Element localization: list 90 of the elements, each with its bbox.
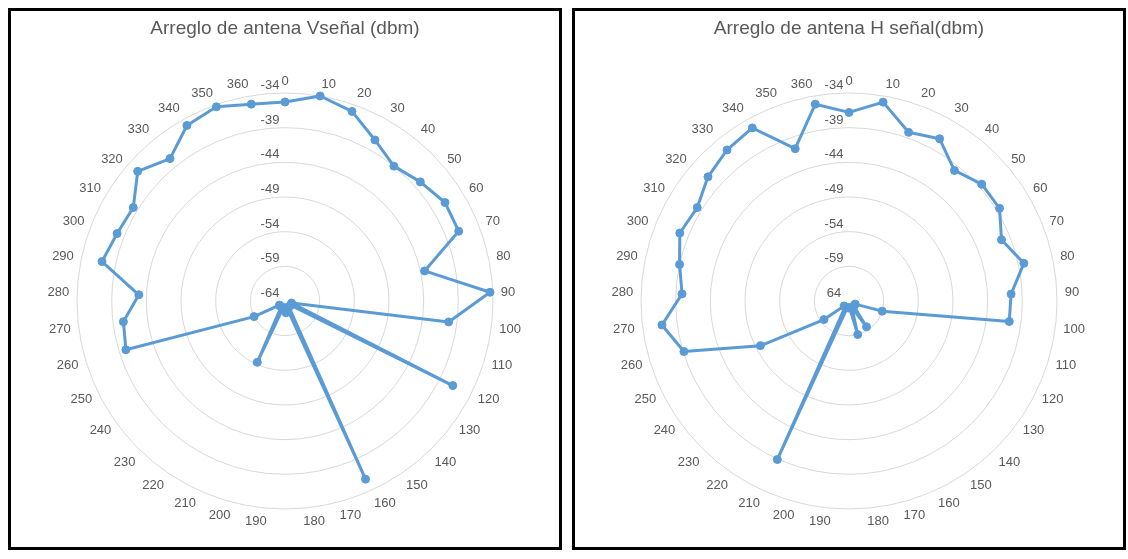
spoke-label: 60 [468,180,484,196]
chart-title: Arreglo de antena H señal(dbm) [712,17,986,39]
spoke-label: 210 [174,495,197,511]
spoke-label: 120 [1041,390,1064,406]
y-tick-label: -44 [260,146,280,162]
y-tick-label: -64 [260,285,280,300]
spoke-label: 320 [101,150,123,166]
spoke-label: 360 [226,76,249,92]
spoke-label: 330 [127,120,150,136]
spoke-label: 310 [643,180,666,196]
spoke-label: 340 [721,100,744,116]
y-tick-label: -44 [824,146,844,162]
spoke-label: 160 [937,495,960,511]
y-tick-label: -59 [260,250,280,266]
spoke-label: 30 [954,100,969,116]
spoke-label: 270 [49,321,71,337]
spoke-label: 130 [458,422,481,438]
spoke-label: 150 [969,477,992,493]
spoke-label: 110 [1055,356,1077,372]
spoke-label: 100 [499,321,521,337]
spoke-label: 50 [1011,150,1026,166]
spoke-label: 140 [998,454,1021,470]
spoke-label: 320 [665,150,687,166]
y-tick-label: -54 [260,215,280,231]
spoke-label: 290 [52,248,74,264]
spoke-label: 200 [208,507,231,523]
y-tick-label: -54 [824,215,844,231]
spoke-label: 210 [738,495,761,511]
y-tick-label: -49 [824,181,844,196]
y-tick-label: -39 [824,111,844,127]
spoke-label: 100 [1063,321,1085,337]
spoke-label: 80 [496,248,511,264]
spoke-label: 290 [616,248,638,264]
y-tick-label: 64 [826,285,842,300]
spoke-label: 180 [867,513,890,529]
spoke-label: 220 [142,477,165,493]
spoke-label: 190 [808,513,831,529]
spoke-label: 190 [244,513,267,529]
spoke-label: 350 [191,85,214,101]
spoke-label: 130 [1022,422,1045,438]
spoke-label: 170 [903,507,926,523]
spoke-label: 0 [845,73,853,88]
spoke-label: 110 [491,356,513,372]
spoke-label: 350 [755,85,778,101]
spoke-label: 230 [113,454,136,470]
spoke-label: 10 [321,76,336,92]
y-tick-label: -49 [260,181,280,196]
spoke-label: 200 [772,507,795,523]
spoke-label: 170 [339,507,362,523]
spoke-label: 250 [634,390,657,406]
spoke-label: 220 [706,477,729,493]
y-tick-label: -59 [824,250,844,266]
spoke-label: 140 [434,454,457,470]
spoke-label: 360 [790,76,813,92]
spoke-label: 70 [485,213,500,229]
spoke-label: 30 [390,100,405,116]
spoke-label: 260 [620,356,643,372]
chart-title: Arreglo de antena Vseñal (dbm) [149,17,421,39]
spoke-label: 330 [691,120,714,136]
spoke-label: 250 [70,390,93,406]
spoke-label: 340 [157,100,180,116]
spoke-label: 20 [356,85,372,101]
spoke-label: 20 [920,85,936,101]
spoke-label: 80 [1060,248,1075,264]
y-tick-label: -34 [824,77,844,92]
spoke-label: 230 [677,454,700,470]
y-tick-label: -34 [260,77,280,92]
spoke-label: 300 [62,213,85,229]
spoke-label: 0 [281,73,289,88]
spoke-label: 40 [420,120,436,136]
spoke-label: 240 [653,422,676,438]
spoke-label: 280 [611,284,634,300]
spoke-label: 280 [47,284,70,300]
spoke-label: 40 [984,120,1000,136]
spoke-label: 260 [56,356,79,372]
spoke-label: 70 [1049,213,1064,229]
spoke-label: 90 [500,284,516,300]
spoke-label: 90 [1064,284,1080,300]
spoke-label: 150 [405,477,428,493]
y-tick-label: -39 [260,111,280,127]
spoke-label: 60 [1032,180,1048,196]
spoke-label: 160 [373,495,396,511]
spoke-label: 120 [477,390,500,406]
spoke-label: 10 [885,76,900,92]
spoke-label: 240 [89,422,112,438]
spoke-label: 180 [303,513,326,529]
spoke-label: 300 [626,213,649,229]
spoke-label: 310 [79,180,102,196]
spoke-label: 270 [613,321,635,337]
spoke-label: 50 [447,150,462,166]
